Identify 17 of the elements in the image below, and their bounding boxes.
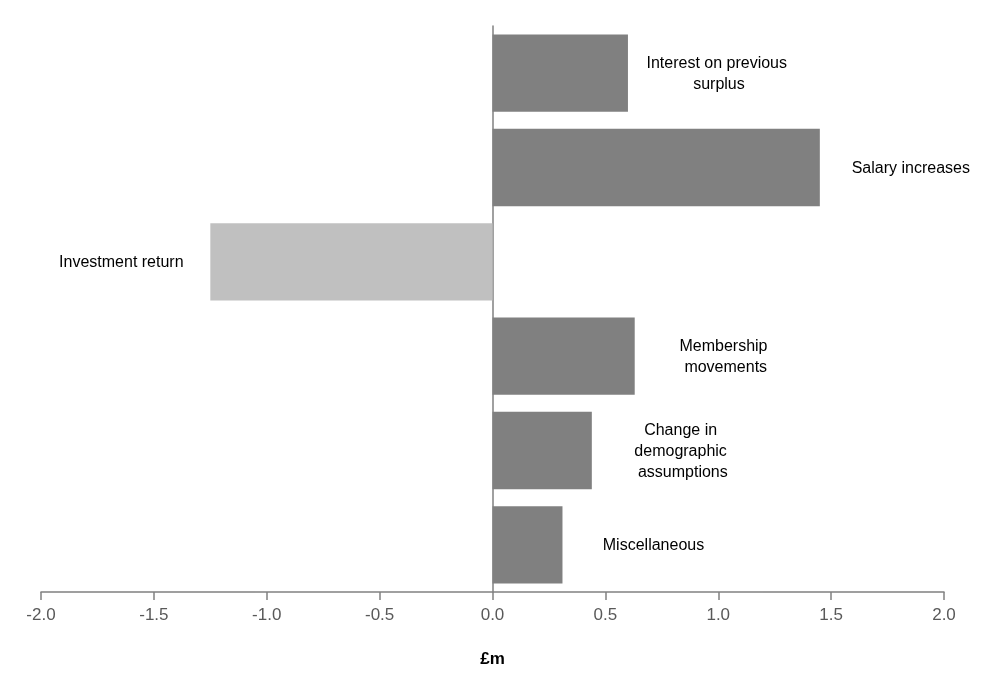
x-tick-label: -1.0 [252,605,282,624]
y-tick-label: Investment return [59,253,184,271]
y-tick-label: Salary increases [851,159,970,176]
x-tick-label: 1.5 [819,605,843,624]
y-tick-label: Miscellaneous [602,536,705,554]
x-tick-label: -1.5 [139,605,169,624]
x-tick-label: -0.5 [364,605,395,624]
x-tick-label: 2.0 [932,605,956,624]
x-tick-label: 1.0 [706,605,731,624]
y-tick-label: Change in demographic assumptions [634,421,732,480]
x-tick-label: 0.0 [480,605,505,624]
x-axis-title: £m [480,649,505,668]
y-tick-label: Membership movements [679,337,772,376]
bar [210,223,493,301]
x-tick-label: -2.0 [26,605,56,624]
x-tick-label: 0.5 [593,605,618,624]
y-tick-label: Interest on previous surplus [646,54,792,93]
